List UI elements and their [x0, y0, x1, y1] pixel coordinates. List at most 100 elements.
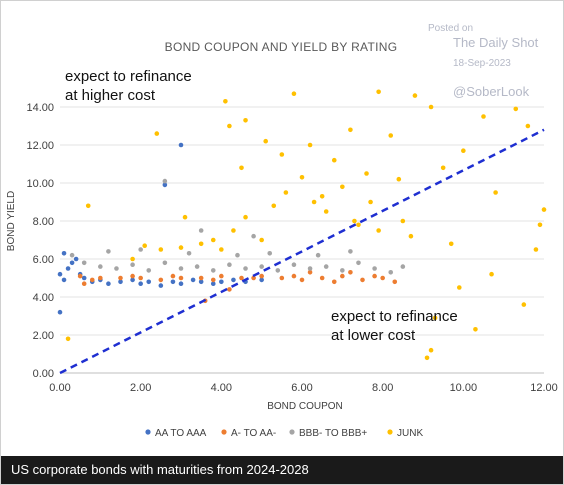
data-point: [259, 237, 264, 243]
data-point: [81, 281, 87, 287]
x-tick-label: 2.00: [130, 382, 151, 394]
data-point: [194, 264, 200, 269]
data-point: [299, 175, 305, 180]
data-point: [69, 252, 75, 258]
data-point: [114, 266, 119, 271]
annotation-higher-line1: expect to refinance: [65, 68, 192, 85]
data-point: [259, 273, 264, 279]
data-point: [311, 199, 317, 205]
data-point: [319, 194, 325, 199]
data-point: [210, 281, 216, 287]
data-point: [69, 260, 75, 266]
data-point: [227, 287, 232, 292]
x-axis-label: BOND COUPON: [267, 401, 343, 412]
data-point: [154, 131, 160, 136]
x-tick-label: 6.00: [291, 382, 312, 394]
data-point: [239, 165, 244, 171]
data-point: [493, 190, 498, 195]
data-point: [323, 264, 329, 269]
x-tick-label: 4.00: [211, 382, 232, 394]
series-3: [65, 89, 547, 361]
data-point: [360, 277, 365, 283]
data-point: [340, 184, 345, 190]
data-point: [388, 270, 394, 275]
data-point: [376, 228, 381, 233]
data-point: [223, 99, 228, 104]
data-point: [178, 142, 184, 148]
data-point: [513, 106, 519, 112]
data-point: [210, 237, 216, 243]
data-point: [331, 279, 337, 285]
data-point: [106, 281, 111, 287]
data-point: [348, 270, 353, 275]
data-point: [142, 243, 147, 248]
data-point: [440, 165, 446, 171]
data-point: [231, 228, 236, 233]
data-point: [299, 277, 305, 283]
data-point: [178, 281, 184, 287]
data-point: [352, 218, 357, 224]
data-point: [275, 268, 281, 273]
chart-title: BOND COUPON AND YIELD BY RATING: [165, 40, 398, 54]
data-point: [138, 247, 143, 252]
data-point: [331, 157, 337, 163]
legend-marker: [387, 429, 393, 435]
legend: AA TO AAA A- TO AA- BBB- TO BBB+ JUNK: [145, 428, 423, 439]
data-point: [178, 275, 184, 281]
data-point: [219, 279, 224, 285]
data-point: [457, 285, 462, 290]
data-point: [319, 275, 325, 281]
data-point: [61, 251, 67, 256]
y-tick-label: 6.00: [33, 254, 54, 266]
data-point: [227, 123, 232, 129]
data-point: [146, 268, 152, 273]
data-point: [400, 264, 406, 269]
data-point: [537, 222, 543, 228]
data-point: [461, 148, 466, 153]
data-point: [521, 302, 527, 307]
data-point: [98, 264, 103, 269]
data-point: [158, 277, 164, 283]
data-point: [162, 178, 168, 184]
x-tick-label: 10.00: [450, 382, 478, 394]
data-point: [259, 264, 264, 269]
watermark-posted-on: Posted on: [428, 23, 473, 34]
data-point: [210, 277, 216, 283]
annotation-higher-line2: at higher cost: [65, 87, 156, 104]
scatter-chart: BOND COUPON AND YIELD BY RATING Posted o…: [6, 23, 558, 439]
data-point: [73, 256, 79, 262]
data-point: [428, 104, 434, 110]
data-point: [525, 123, 531, 129]
data-point: [130, 262, 135, 268]
data-point: [315, 252, 321, 258]
data-point: [198, 228, 204, 233]
data-point: [541, 207, 547, 212]
data-point: [323, 209, 329, 214]
data-point: [158, 247, 164, 252]
legend-marker: [221, 429, 227, 435]
data-point: [98, 275, 103, 281]
data-point: [400, 218, 406, 224]
data-point: [291, 273, 297, 279]
data-point: [118, 275, 123, 281]
legend-marker: [289, 429, 295, 435]
y-tick-label: 12.00: [26, 140, 54, 152]
annotation-lower-line2: at lower cost: [331, 327, 416, 344]
data-point: [448, 241, 454, 247]
data-point: [239, 275, 244, 281]
data-point: [348, 127, 353, 133]
data-point: [259, 277, 264, 283]
watermark-handle: @SoberLook: [453, 84, 530, 99]
data-point: [307, 270, 313, 275]
data-point: [356, 260, 361, 266]
data-point: [130, 277, 135, 283]
data-point: [408, 233, 414, 239]
data-point: [263, 138, 269, 144]
data-point: [81, 260, 87, 266]
data-point: [231, 277, 236, 283]
data-point: [251, 275, 256, 281]
data-point: [388, 133, 394, 138]
data-point: [489, 271, 494, 277]
x-tick-label: 12.00: [530, 382, 558, 394]
data-point: [219, 273, 224, 279]
